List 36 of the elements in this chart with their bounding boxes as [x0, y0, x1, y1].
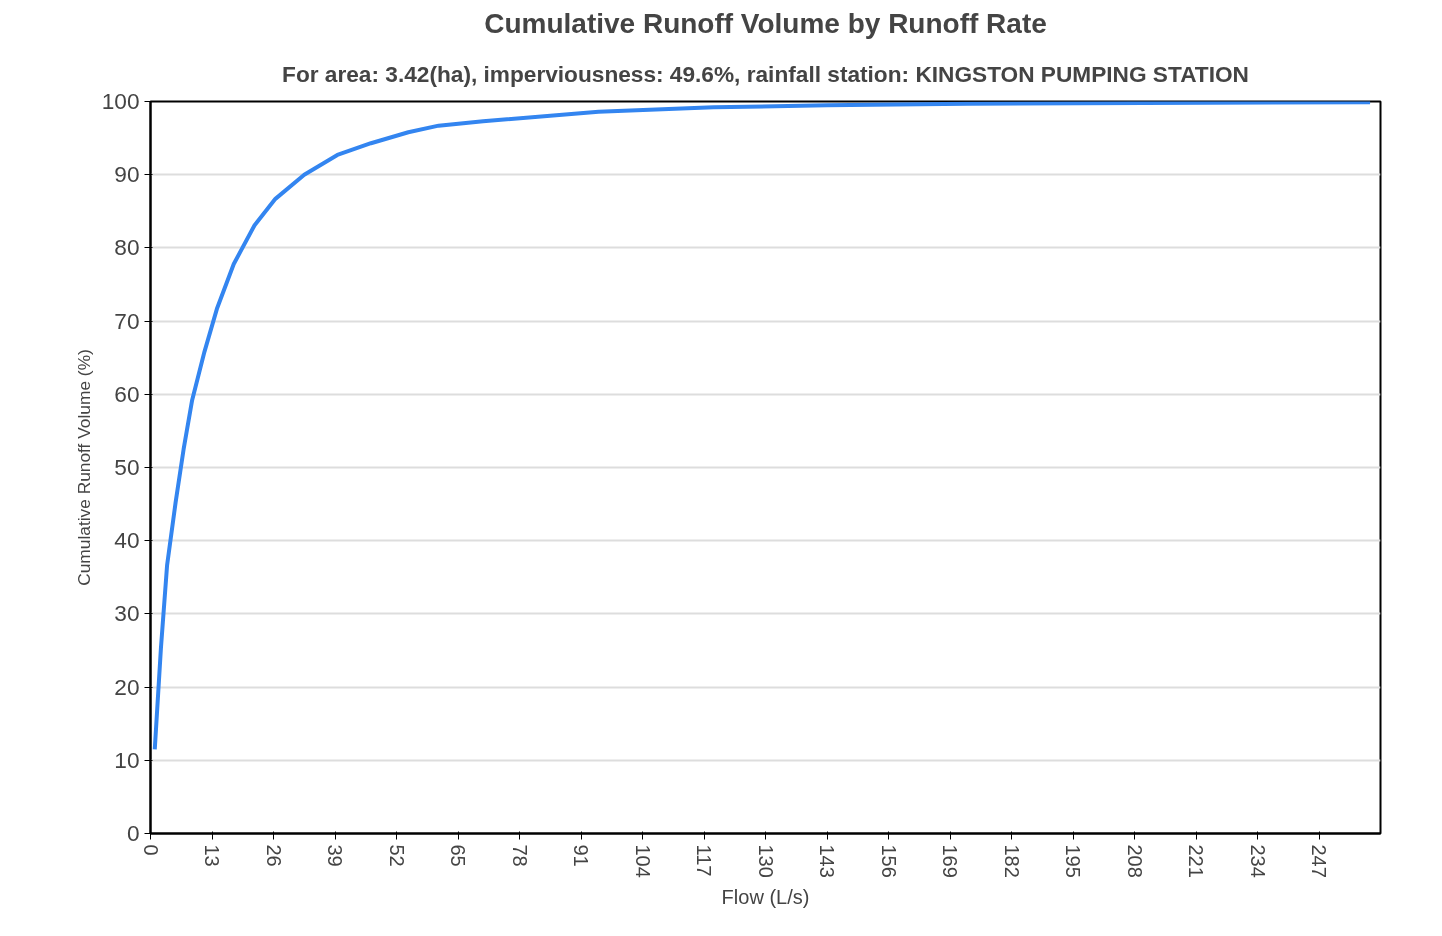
x-tick-label: 104 — [631, 844, 654, 878]
x-tick-label: 208 — [1123, 844, 1146, 878]
x-tick-label: 156 — [877, 844, 900, 878]
y-tick-label: 60 — [114, 380, 140, 407]
y-tick-label: 10 — [114, 746, 140, 773]
x-tick-label: 91 — [570, 844, 592, 867]
chart-title: Cumulative Runoff Volume by Runoff Rate — [484, 7, 1047, 39]
y-tick-label: 80 — [114, 234, 140, 261]
x-tick-label: 39 — [324, 844, 346, 867]
x-tick-label: 52 — [385, 844, 408, 867]
x-tick-label: 130 — [754, 844, 777, 878]
y-tick-label: 100 — [101, 88, 140, 114]
x-tick-label: 0 — [139, 844, 162, 856]
x-tick-label: 65 — [447, 844, 469, 867]
line-series — [152, 101, 1373, 752]
x-tick-label: 13 — [201, 844, 223, 867]
x-tick-label: 26 — [262, 844, 285, 867]
y-tick-label: 70 — [114, 307, 140, 334]
x-tick-label: 234 — [1246, 844, 1269, 878]
x-tick-label: 143 — [816, 844, 838, 878]
x-tick-label: 117 — [693, 844, 715, 877]
x-tick-label: 221 — [1185, 844, 1207, 878]
y-tick-label: 50 — [114, 454, 140, 480]
x-tick-label: 78 — [508, 844, 531, 867]
x-tick-label: 247 — [1308, 844, 1330, 878]
x-tick-label: 195 — [1062, 844, 1084, 878]
y-tick-label: 40 — [114, 527, 140, 554]
y-tick-label: 0 — [126, 820, 140, 846]
y-tick-label: 30 — [114, 600, 140, 627]
y-tick-label: 20 — [114, 673, 140, 700]
y-axis-title: Cumulative Runoff Volume (%) — [73, 349, 94, 586]
x-tick-label: 169 — [939, 844, 961, 878]
y-tick-label: 90 — [114, 161, 140, 188]
chart-subtitle: For area: 3.42(ha), imperviousness: 49.6%, rainfall station: KINGSTON PUMPING STATION — [282, 60, 1249, 87]
x-axis-title: Flow (L/s) — [721, 885, 810, 908]
x-tick-label: 182 — [1000, 844, 1023, 878]
